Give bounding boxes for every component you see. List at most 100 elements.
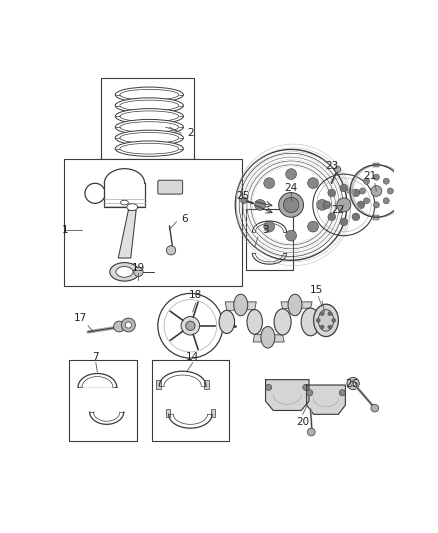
Polygon shape [225,302,256,310]
Text: 1: 1 [62,224,69,235]
Bar [246,209,293,270]
Text: 14: 14 [186,352,199,361]
Bar [69,360,137,441]
Circle shape [357,201,365,209]
Circle shape [303,384,309,391]
Ellipse shape [247,310,262,334]
Ellipse shape [115,109,184,124]
Circle shape [328,213,336,221]
Ellipse shape [219,310,235,334]
Ellipse shape [120,133,179,143]
Circle shape [307,221,318,232]
Bar [64,159,242,286]
Ellipse shape [120,90,179,100]
Polygon shape [118,210,136,258]
Bar [373,163,379,167]
Circle shape [186,321,195,330]
Circle shape [383,178,389,184]
Circle shape [371,185,382,196]
Ellipse shape [110,263,139,281]
Circle shape [335,166,341,173]
Bar [373,215,379,220]
Polygon shape [281,302,312,309]
Text: 20: 20 [296,417,309,427]
Ellipse shape [234,294,248,316]
Circle shape [351,381,356,386]
Text: 3: 3 [262,224,269,235]
Circle shape [340,218,348,225]
Text: 2: 2 [187,128,194,138]
Bar [211,409,215,417]
Ellipse shape [120,143,179,154]
Text: 17: 17 [74,313,87,323]
Circle shape [352,213,360,221]
Circle shape [307,428,315,436]
Bar [101,78,194,159]
Circle shape [337,198,351,212]
Ellipse shape [288,294,302,316]
Circle shape [320,325,325,329]
Circle shape [340,184,348,192]
Circle shape [317,199,328,210]
Circle shape [264,221,275,232]
Circle shape [181,317,200,335]
Text: 25: 25 [237,191,250,201]
Ellipse shape [115,130,184,146]
Text: 18: 18 [189,290,202,300]
Circle shape [166,246,176,255]
Polygon shape [253,334,284,342]
Ellipse shape [318,310,334,331]
Text: 6: 6 [181,214,187,224]
Circle shape [323,201,331,209]
Ellipse shape [120,100,179,111]
Circle shape [264,177,275,189]
FancyBboxPatch shape [158,180,183,194]
Circle shape [387,188,393,194]
Text: 19: 19 [132,263,145,273]
Ellipse shape [115,98,184,113]
Circle shape [328,325,332,329]
Circle shape [134,267,143,277]
Bar [152,360,229,441]
Text: 22: 22 [331,205,344,215]
Circle shape [320,311,325,316]
Circle shape [328,311,332,316]
Ellipse shape [120,200,128,205]
Ellipse shape [120,111,179,122]
Polygon shape [265,379,309,410]
Text: 21: 21 [363,172,376,181]
Circle shape [383,198,389,204]
Circle shape [373,174,379,180]
Circle shape [255,199,265,210]
Ellipse shape [261,327,275,348]
Ellipse shape [115,119,184,135]
Circle shape [125,322,131,328]
Bar [347,189,353,193]
Circle shape [286,230,297,241]
Bar [204,379,209,389]
Circle shape [328,189,336,197]
Circle shape [307,177,318,189]
Circle shape [347,377,359,390]
Polygon shape [307,385,346,414]
Ellipse shape [274,309,291,335]
Circle shape [364,198,370,204]
Circle shape [286,168,297,180]
Bar [166,409,170,417]
Circle shape [307,390,313,396]
Circle shape [339,390,346,396]
Circle shape [371,405,379,412]
Ellipse shape [115,141,184,156]
Text: 26: 26 [345,378,358,389]
Bar [156,379,161,389]
Circle shape [121,318,135,332]
Circle shape [373,202,379,208]
Circle shape [316,318,321,322]
Ellipse shape [301,308,320,336]
Text: 15: 15 [310,285,323,295]
Ellipse shape [120,122,179,133]
Circle shape [241,197,247,203]
Bar [399,189,406,193]
Circle shape [279,192,304,217]
Ellipse shape [116,266,133,277]
